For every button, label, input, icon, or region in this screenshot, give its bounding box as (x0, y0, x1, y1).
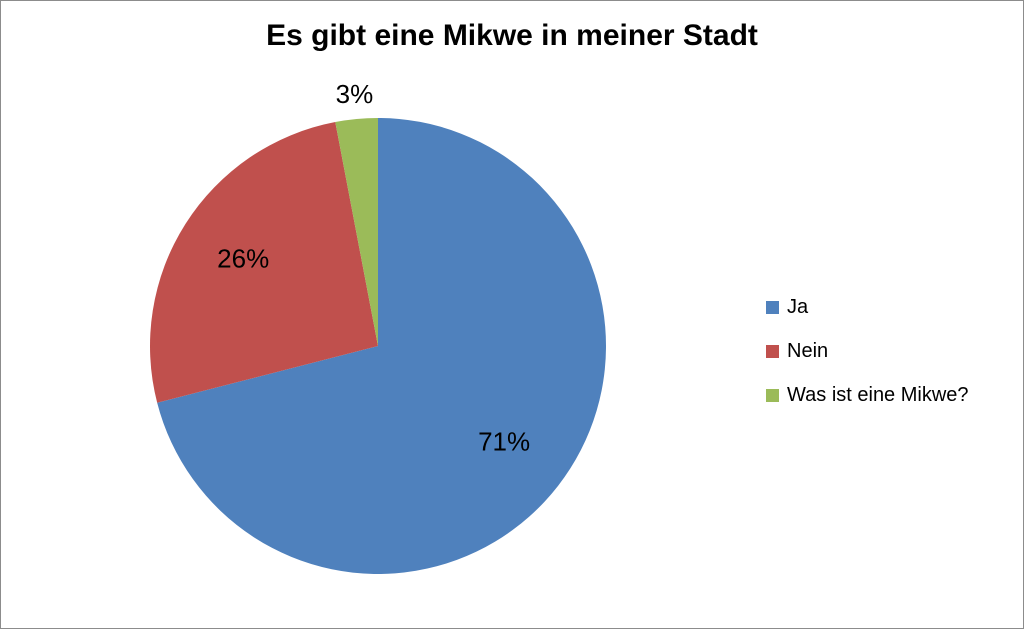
legend-item-ja: Ja (766, 285, 969, 329)
pie-slice-ja (157, 118, 606, 574)
pie-slice-was-ist-eine-mikwe (335, 118, 378, 346)
data-label-was-ist-eine-mikwe: 3% (336, 79, 374, 109)
legend-swatch-was-ist-eine-mikwe (766, 388, 779, 402)
pie-data-labels: 71% 26% 3% (217, 79, 530, 457)
legend-item-was-ist-eine-mikwe: Was ist eine Mikwe? (766, 373, 969, 417)
legend-item-nein: Nein (766, 329, 969, 373)
legend-label-ja: Ja (787, 295, 809, 318)
data-label-nein: 26% (217, 243, 269, 273)
legend-label-was-ist-eine-mikwe: Was ist eine Mikwe? (787, 383, 969, 406)
legend-label-nein: Nein (787, 339, 829, 362)
legend-swatch-nein (766, 344, 779, 358)
pie-slices (150, 118, 606, 574)
data-label-ja: 71% (478, 427, 530, 457)
legend-swatch-ja (766, 300, 779, 314)
legend: Ja Nein Was ist eine Mikwe? (766, 285, 969, 417)
pie-slice-nein (150, 122, 378, 403)
chart-title: Es gibt eine Mikwe in meiner Stadt (266, 19, 758, 52)
